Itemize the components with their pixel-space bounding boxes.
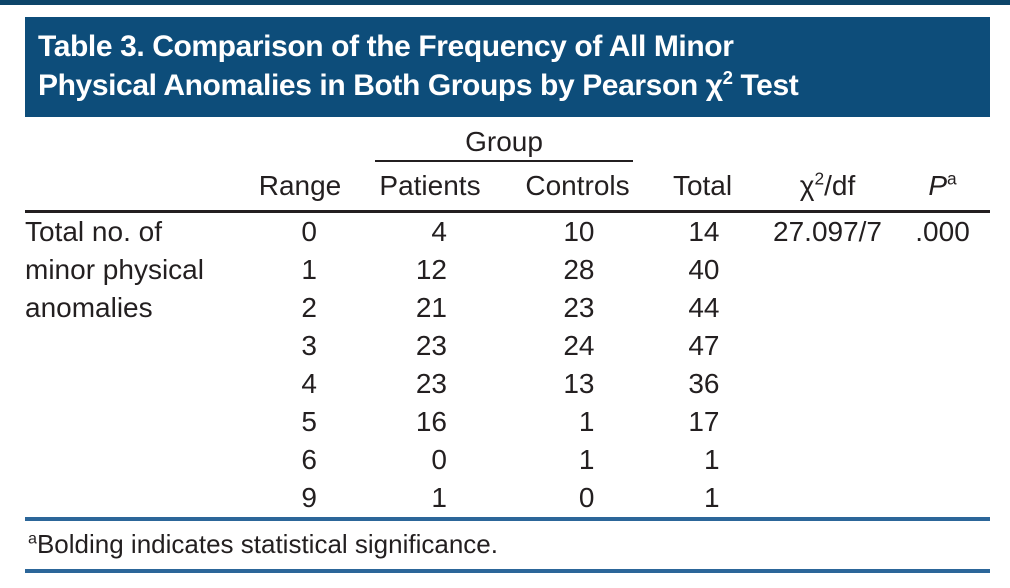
column-header-p: Pa [895,162,991,213]
table-row: 4 23 13 36 [25,365,990,403]
row-stub-label [25,365,250,403]
cell-range: 4 [301,368,317,399]
table-footnote: aBolding indicates statistical significa… [28,529,990,559]
table-row: 3 23 24 47 [25,327,990,365]
group-spanner-label: Group [375,126,634,162]
cell-controls: 13 [563,368,595,399]
cell-p-value [895,479,990,517]
group-spanner-row: Group [25,117,990,162]
cell-p-value [895,327,990,365]
cell-total: 1 [703,482,720,513]
cell-range: 5 [301,406,317,437]
table-title-line2-text: Physical Anomalies in Both Groups by Pea… [38,69,723,102]
top-divider-rule [0,0,1010,5]
cell-chi-df [760,479,895,517]
column-header-controls: Controls [510,162,646,213]
footnote-marker: a [28,529,37,548]
table-row: minor physical 1 12 28 40 [25,251,990,289]
cell-range: 0 [301,216,317,247]
cell-p-value [895,289,990,327]
cell-range: 1 [301,254,317,285]
table-title-line1: Table 3. Comparison of the Frequency of … [38,30,734,63]
cell-patients: 16 [415,406,447,437]
group-spanner-cell: Group [350,117,645,162]
table-title-band: Table 3. Comparison of the Frequency of … [25,17,990,117]
cell-controls: 28 [563,254,595,285]
chi-df-suffix: /df [824,170,856,201]
row-stub-label [25,479,250,517]
row-stub-label [25,441,250,479]
p-symbol: P [928,170,948,201]
row-stub-label [25,327,250,365]
table-row: anomalies 2 21 23 44 [25,289,990,327]
cell-patients: 4 [431,216,447,247]
row-stub-label [25,403,250,441]
cell-controls: 1 [578,406,595,437]
chi-symbol: χ [799,170,815,201]
cell-patients: 1 [431,482,447,513]
cell-chi-df [760,251,895,289]
statistics-table: Group Range Patients Controls Total χ2/d… [25,117,991,517]
cell-range: 3 [301,330,317,361]
column-header-patients: Patients [350,162,510,213]
cell-chi-df [760,403,895,441]
column-header-row: Range Patients Controls Total χ2/df Pa [25,162,991,213]
cell-range: 9 [301,482,317,513]
chi-exponent: 2 [814,168,825,189]
cell-chi-df [760,289,895,327]
p-footnote-marker: a [947,168,957,189]
table-row: 6 0 1 1 [25,441,990,479]
table-row: Total no. of 0 4 10 14 27.097/7 .000 [25,212,990,252]
cell-p-value [895,251,990,289]
cell-controls: 23 [563,292,595,323]
cell-chi-df [760,441,895,479]
cell-total: 44 [688,292,720,323]
cell-p-value [895,365,990,403]
cell-total: 14 [688,216,720,247]
cell-total: 47 [688,330,720,361]
row-stub-label: anomalies [25,292,153,323]
cell-controls: 24 [563,330,595,361]
cell-range: 2 [301,292,317,323]
cell-patients: 0 [431,444,447,475]
cell-total: 36 [688,368,720,399]
cell-total: 1 [703,444,720,475]
cell-controls: 1 [578,444,595,475]
column-header-total: Total [645,162,761,213]
spanner-empty-range [250,117,350,162]
cell-patients: 12 [415,254,447,285]
cell-patients: 21 [415,292,447,323]
table-row: 5 16 1 17 [25,403,990,441]
cell-p-value [895,441,990,479]
cell-chi-df [760,365,895,403]
cell-chi-df: 27.097/7 [773,216,883,247]
spanner-empty-p [895,117,990,162]
cell-controls: 10 [563,216,595,247]
column-header-chi-df: χ2/df [760,162,896,213]
table-title-line2-suffix: Test [732,69,799,102]
cell-total: 17 [688,406,720,437]
spanner-empty-total [645,117,760,162]
row-stub-label: Total no. of [25,216,162,247]
cell-range: 6 [301,444,317,475]
chi-squared-superscript: 2 [722,67,733,88]
footnote-text: Bolding indicates statistical significan… [36,529,498,559]
spanner-empty-chi [760,117,895,162]
cell-patients: 23 [415,368,447,399]
column-header-stub [25,162,250,213]
cell-p-value [895,403,990,441]
cell-patients: 23 [415,330,447,361]
cell-chi-df [760,327,895,365]
spanner-empty-stub [25,117,250,162]
footnote-band: aBolding indicates statistical significa… [25,517,990,573]
column-header-range: Range [250,162,350,213]
cell-controls: 0 [578,482,595,513]
row-stub-label: minor physical [25,254,204,285]
cell-p-value: .000 [915,216,970,247]
cell-total: 40 [688,254,720,285]
table-row: 9 1 0 1 [25,479,990,517]
table-title-line2: Physical Anomalies in Both Groups by Pea… [38,66,980,105]
